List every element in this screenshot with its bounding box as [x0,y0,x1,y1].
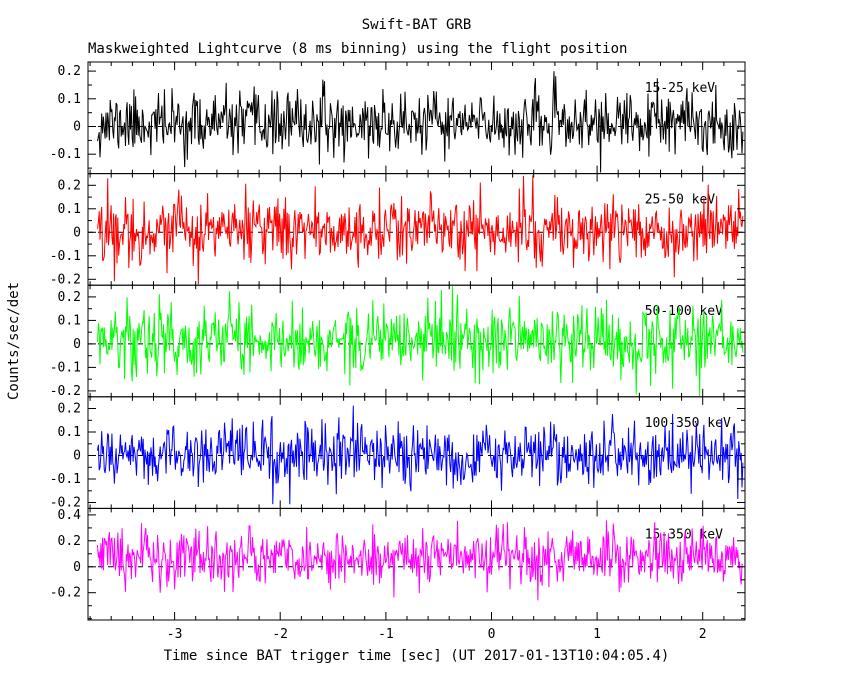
x-tick-label: -2 [272,627,288,642]
chart-title: Swift-BAT GRB [361,17,472,33]
band-label: 25-50 keV [645,193,716,208]
y-tick-label: 0.2 [58,402,81,417]
y-tick-label: 0.1 [58,313,81,328]
y-tick-label: -0.2 [50,272,81,287]
series-line [97,286,744,396]
series-line [97,405,744,505]
y-tick-label: -0.1 [50,147,81,162]
y-tick-label: 0.1 [58,92,81,107]
panel-1: 25-50 keV 0.2 0.1 0 -0.1 -0.2 [50,173,746,287]
y-tick-label: -0.2 [50,586,81,601]
y-tick-label: 0 [73,120,81,135]
x-tick-label: 2 [699,627,707,642]
y-tick-label: 0 [73,560,81,575]
y-tick-label: -0.1 [50,249,81,264]
y-tick-label: 0 [73,225,81,240]
x-tick-label: -1 [378,627,394,642]
chart-subtitle: Maskweighted Lightcurve (8 ms binning) u… [88,41,628,57]
panel-frame [87,396,746,509]
y-tick-label: -0.2 [50,384,81,399]
band-label: 15-25 keV [645,81,716,96]
y-tick-label: 0.1 [58,425,81,440]
series-line [97,520,744,601]
y-tick-label: 0.1 [58,202,81,217]
panel-frame [87,507,746,621]
y-tick-label: 0 [73,449,81,464]
y-tick-label: -0.2 [50,496,81,511]
series-line [97,175,744,285]
y-tick-label: 0.4 [58,508,82,523]
y-tick-label: 0.2 [58,64,81,79]
band-label: 100-350 keV [645,416,731,431]
y-tick-label: -0.1 [50,472,81,487]
y-tick-label: 0.2 [58,534,81,549]
y-tick-label: 0.2 [58,178,81,193]
x-tick-label: 0 [488,627,496,642]
panel-0: 15-25 keV 0.2 0.1 0 -0.1 [50,61,746,175]
x-tick-label: 1 [593,627,601,642]
series-line [97,71,744,173]
x-tick-label: -3 [167,627,183,642]
panel-3: 100-350 keV 0.2 0.1 0 -0.1 -0.2 [50,396,746,511]
x-axis-label: Time since BAT trigger time [sec] (UT 20… [163,648,670,664]
y-tick-label: -0.1 [50,360,81,375]
y-tick-label: 0.2 [58,290,81,305]
y-tick-label: 0 [73,337,81,352]
